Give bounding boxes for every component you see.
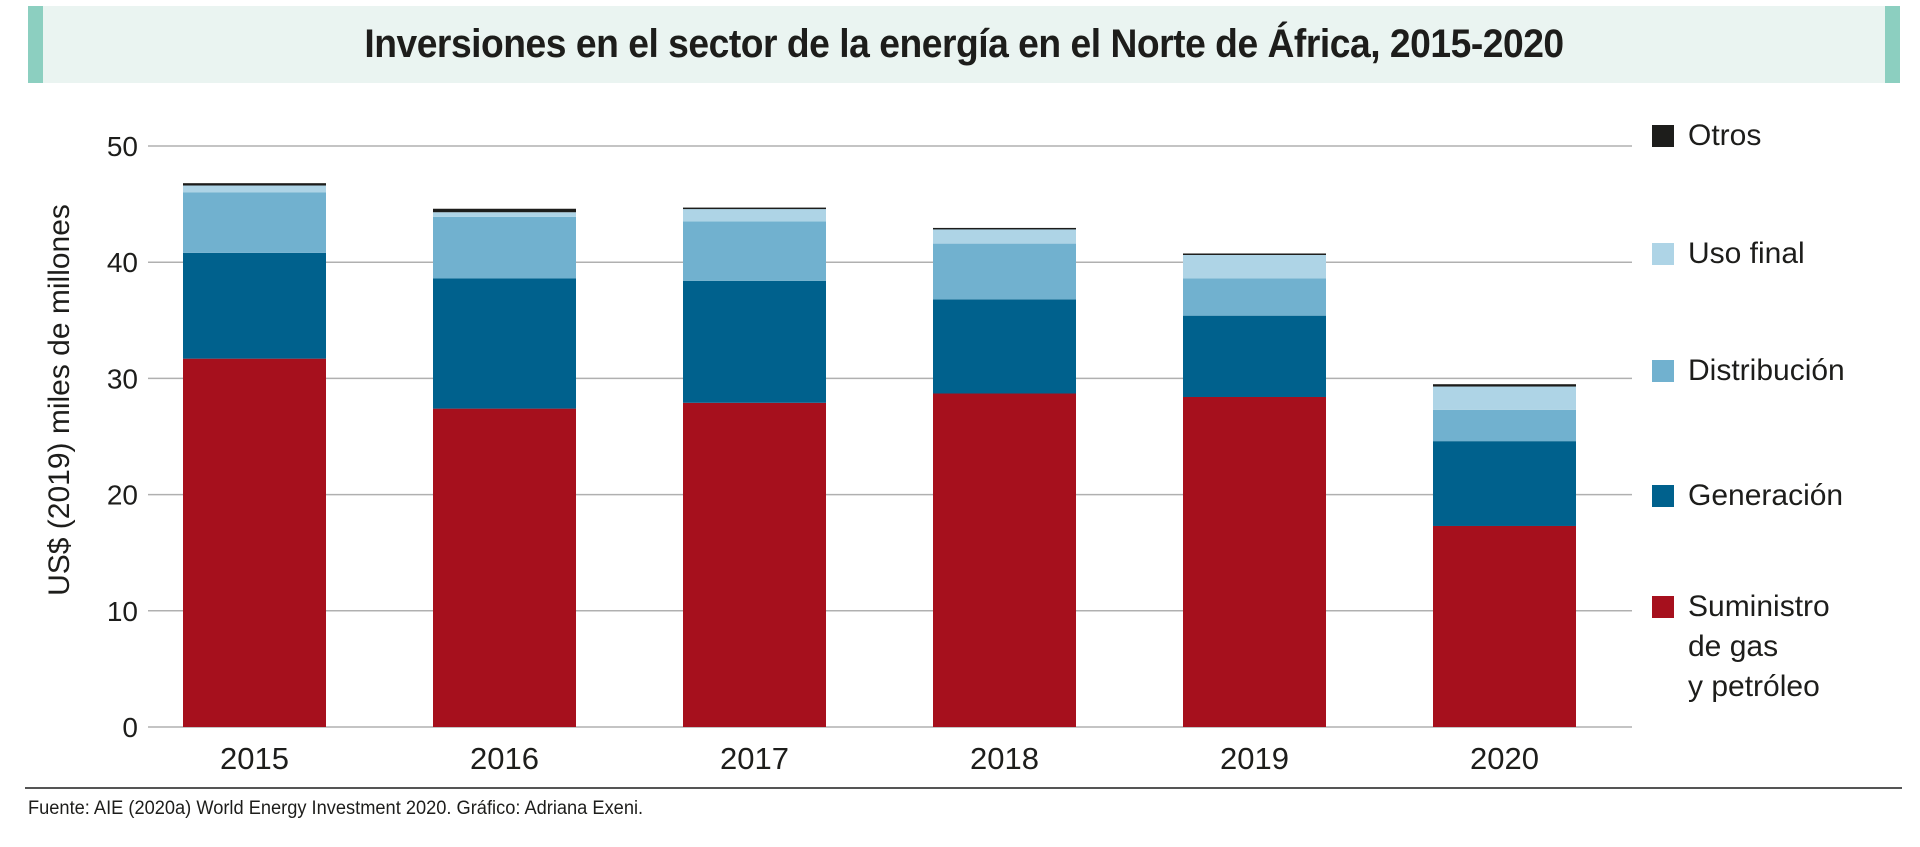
bar-segment-suministro-de-gas-y-petróleo (433, 408, 576, 727)
legend-label: Suministro de gas y petróleo (1688, 590, 1830, 703)
title-bar: Inversiones en el sector de la energía e… (28, 6, 1900, 83)
x-tick-label: 2015 (220, 741, 289, 776)
bar-segment-suministro-de-gas-y-petróleo (1183, 396, 1326, 727)
chart-plot: 0 10 20 30 40 50 2015 2016 2017 2018 2019 2020 (107, 131, 1632, 776)
bar-segment-suministro-de-gas-y-petróleo (683, 402, 826, 727)
title-accent-left (28, 6, 43, 83)
x-tick-label: 2020 (1470, 741, 1539, 776)
y-tick-labels: 0 10 20 30 40 50 (107, 131, 138, 743)
chart-title: Inversiones en el sector de la energía e… (364, 22, 1564, 66)
x-tick-labels: 2015 2016 2017 2018 2019 2020 (220, 741, 1539, 776)
bar-segment-generación (683, 280, 826, 403)
bar-segment-distribución (933, 243, 1076, 300)
bar-stack-2015 (183, 183, 326, 727)
bar-segment-distribución (683, 221, 826, 281)
y-tick-label: 40 (107, 247, 138, 278)
bar-segment-distribución (433, 216, 576, 279)
bar-segment-uso-final (683, 208, 826, 222)
bar-segment-suministro-de-gas-y-petróleo (183, 358, 326, 727)
y-axis-label: US$ (2019) miles de millones (43, 204, 76, 596)
bar-segment-otros (433, 208, 576, 213)
bar-stack-2018 (933, 227, 1076, 727)
bar-segment-otros (1183, 253, 1326, 255)
y-tick-label: 20 (107, 480, 138, 511)
bar-segment-uso-final (1183, 254, 1326, 279)
bar-segment-uso-final (1433, 386, 1576, 410)
y-tick-label: 0 (122, 712, 138, 743)
legend-swatch (1652, 360, 1674, 382)
bar-segment-distribución (1433, 409, 1576, 442)
legend-swatch (1652, 125, 1674, 147)
source-footer: Fuente: AIE (2020a) World Energy Investm… (28, 798, 644, 819)
legend-swatch (1652, 485, 1674, 507)
x-tick-label: 2017 (720, 741, 789, 776)
bar-segment-otros (183, 183, 326, 186)
bar-stack-2017 (683, 207, 826, 727)
legend-label: Distribución (1688, 354, 1845, 387)
y-tick-label: 50 (107, 131, 138, 162)
bar-stack-2020 (1433, 384, 1576, 727)
bar-segment-otros (933, 227, 1076, 230)
bar-segment-generación (1183, 315, 1326, 397)
legend-label: Generación (1688, 479, 1844, 512)
bar-segment-generación (183, 252, 326, 359)
legend-swatch (1652, 243, 1674, 265)
y-tick-label: 10 (107, 596, 138, 627)
bar-segment-generación (1433, 441, 1576, 526)
bar-segment-uso-final (933, 228, 1076, 244)
legend-label: Uso final (1688, 237, 1805, 270)
gridlines (148, 145, 1632, 728)
bar-segment-distribución (1183, 278, 1326, 316)
x-tick-label: 2018 (970, 741, 1039, 776)
bar-segment-otros (1433, 384, 1576, 387)
bar-segment-generación (933, 299, 1076, 394)
bar-segment-generación (433, 278, 576, 409)
y-tick-label: 30 (107, 363, 138, 394)
x-tick-label: 2016 (470, 741, 539, 776)
bar-segment-otros (683, 207, 826, 210)
bar-stack-2016 (433, 208, 576, 727)
bars (183, 183, 1576, 727)
bar-segment-suministro-de-gas-y-petróleo (933, 393, 1076, 727)
title-accent-right (1885, 6, 1900, 83)
bar-segment-distribución (183, 192, 326, 253)
bar-segment-uso-final (183, 185, 326, 193)
x-tick-label: 2019 (1220, 741, 1289, 776)
bar-segment-uso-final (433, 212, 576, 217)
legend-label: Otros (1688, 119, 1762, 152)
footer-divider (25, 787, 1902, 789)
bar-stack-2019 (1183, 253, 1326, 727)
legend-swatch (1652, 596, 1674, 618)
bar-segment-suministro-de-gas-y-petróleo (1433, 525, 1576, 727)
